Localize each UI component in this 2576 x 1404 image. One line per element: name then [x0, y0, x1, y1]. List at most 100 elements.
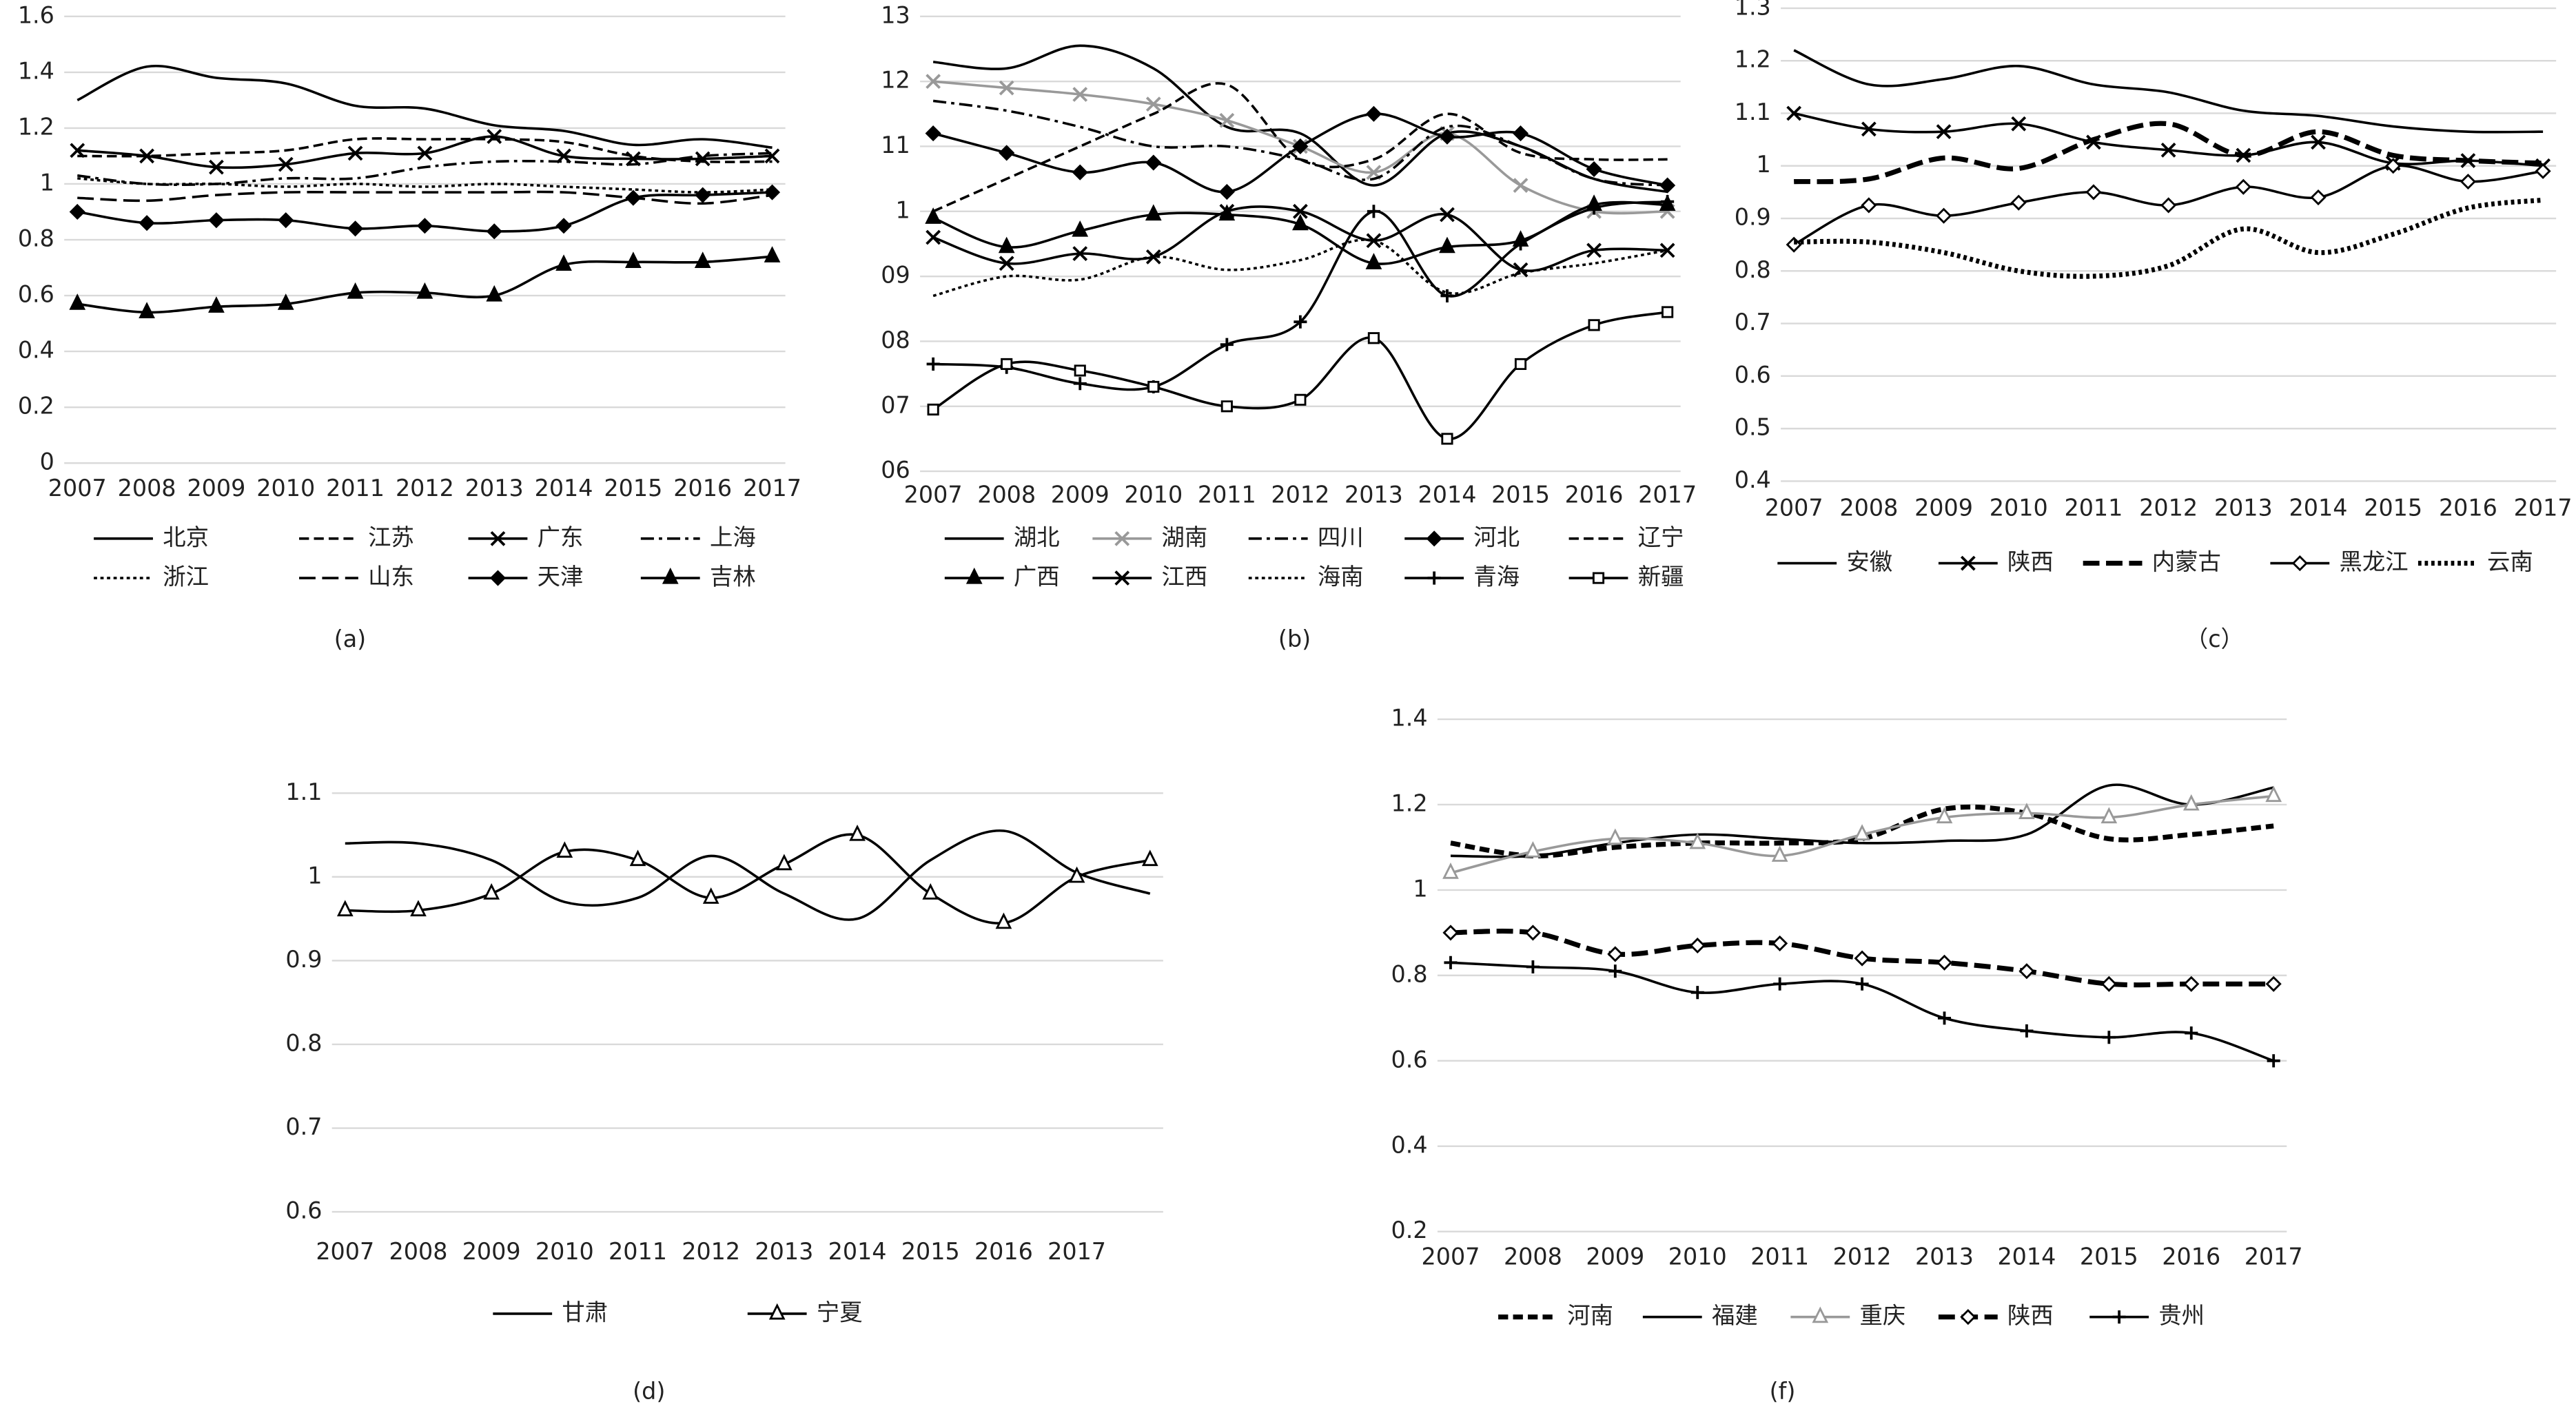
- data-point: [1512, 125, 1529, 142]
- series-line: [77, 152, 773, 187]
- y-tick-label: 0.8: [1735, 256, 1771, 283]
- data-point: [1073, 377, 1087, 391]
- data-point: [556, 841, 573, 858]
- x-tick-label: 2011: [609, 1238, 667, 1265]
- data-point: [1513, 262, 1529, 278]
- data-point: [2311, 134, 2326, 150]
- x-tick-label: 2009: [462, 1238, 521, 1265]
- y-tick-label: 0.4: [1391, 1131, 1428, 1158]
- data-point: [69, 203, 85, 220]
- legend-marker: [489, 570, 507, 586]
- data-point: [417, 145, 433, 161]
- data-point: [1440, 207, 1455, 223]
- data-point: [1367, 205, 1380, 218]
- data-point: [1220, 400, 1233, 413]
- caption: (a): [334, 626, 366, 652]
- data-point: [1292, 138, 1309, 155]
- y-tick-label: 0.9: [1735, 204, 1771, 231]
- x-tick-label: 2015: [901, 1238, 960, 1265]
- data-point: [2018, 803, 2035, 819]
- y-tick-label: 1: [1413, 875, 1427, 902]
- legend-label: 海南: [1318, 564, 1364, 590]
- series-line: [77, 177, 773, 194]
- y-tick-label: 06: [881, 457, 910, 484]
- x-tick-label: 2014: [828, 1238, 887, 1265]
- legend-label: 甘肃: [562, 1299, 608, 1325]
- data-point: [764, 148, 780, 164]
- data-point: [999, 80, 1014, 96]
- data-point: [927, 403, 939, 416]
- data-point: [999, 256, 1014, 271]
- data-point: [1439, 236, 1455, 254]
- data-point: [277, 293, 294, 310]
- legend-marker: [1960, 1309, 1976, 1325]
- series-line: [1450, 961, 2274, 1062]
- data-point: [2460, 174, 2476, 190]
- data-point: [1068, 866, 1085, 883]
- data-point: [486, 285, 503, 302]
- legend-label: 内蒙古: [2152, 548, 2221, 575]
- data-point: [1588, 319, 1600, 331]
- data-point: [1366, 233, 1382, 249]
- series-line: [932, 82, 1668, 213]
- data-point: [2265, 785, 2282, 803]
- data-point: [347, 145, 363, 161]
- x-tick-label: 2011: [1198, 481, 1256, 508]
- x-tick-label: 2016: [673, 475, 732, 502]
- x-tick-label: 2012: [2139, 494, 2198, 521]
- data-point: [1292, 203, 1308, 219]
- data-point: [1526, 960, 1540, 974]
- x-tick-label: 2017: [1047, 1238, 1106, 1265]
- x-tick-label: 2017: [2245, 1243, 2303, 1270]
- y-tick-label: 0.8: [285, 1029, 322, 1056]
- data-point: [1607, 946, 1624, 962]
- series-line: [77, 190, 773, 205]
- data-point: [1440, 289, 1454, 302]
- data-point: [1145, 249, 1161, 265]
- x-tick-label: 2008: [118, 475, 176, 502]
- legend-marker: [768, 1303, 786, 1320]
- data-point: [1861, 121, 1877, 137]
- data-point: [625, 189, 642, 206]
- data-point: [278, 212, 294, 229]
- data-point: [1147, 380, 1160, 393]
- legend-marker: [1426, 530, 1442, 547]
- data-point: [1072, 220, 1089, 237]
- data-point: [999, 145, 1015, 161]
- data-point: [1365, 253, 1382, 269]
- caption: （c）: [2185, 626, 2244, 652]
- data-point: [695, 151, 711, 167]
- legend-label: 广西: [1014, 564, 1060, 590]
- x-tick-label: 2008: [977, 481, 1036, 508]
- data-point: [1145, 204, 1162, 221]
- series-line: [932, 99, 1668, 187]
- caption: (d): [633, 1378, 665, 1404]
- series-line: [932, 238, 1668, 298]
- data-point: [1294, 393, 1307, 406]
- y-tick-label: 1: [307, 862, 322, 889]
- data-point: [1773, 977, 1787, 991]
- legend-label: 上海: [710, 524, 756, 550]
- legend-label: 青海: [1473, 564, 1520, 590]
- data-point: [1072, 164, 1088, 180]
- legend-label: 河南: [1567, 1302, 1613, 1329]
- y-tick-label: 08: [881, 327, 910, 353]
- legend-label: 新疆: [1638, 564, 1684, 590]
- x-tick-label: 2007: [904, 481, 963, 508]
- x-tick-label: 2007: [316, 1238, 374, 1265]
- x-tick-label: 2008: [1504, 1243, 1562, 1270]
- x-tick-label: 2015: [1491, 481, 1550, 508]
- legend-label: 江西: [1161, 564, 1207, 590]
- data-point: [70, 143, 85, 158]
- data-point: [1586, 161, 1602, 178]
- x-tick-label: 2017: [2514, 494, 2573, 521]
- y-tick-label: 0.8: [18, 225, 54, 252]
- data-point: [1855, 977, 1869, 991]
- data-point: [1513, 178, 1529, 193]
- data-point: [2011, 116, 2027, 132]
- legend-label: 江苏: [368, 524, 414, 550]
- legend-marker: [662, 567, 679, 584]
- legend-label: 广东: [538, 524, 584, 550]
- data-point: [849, 824, 866, 841]
